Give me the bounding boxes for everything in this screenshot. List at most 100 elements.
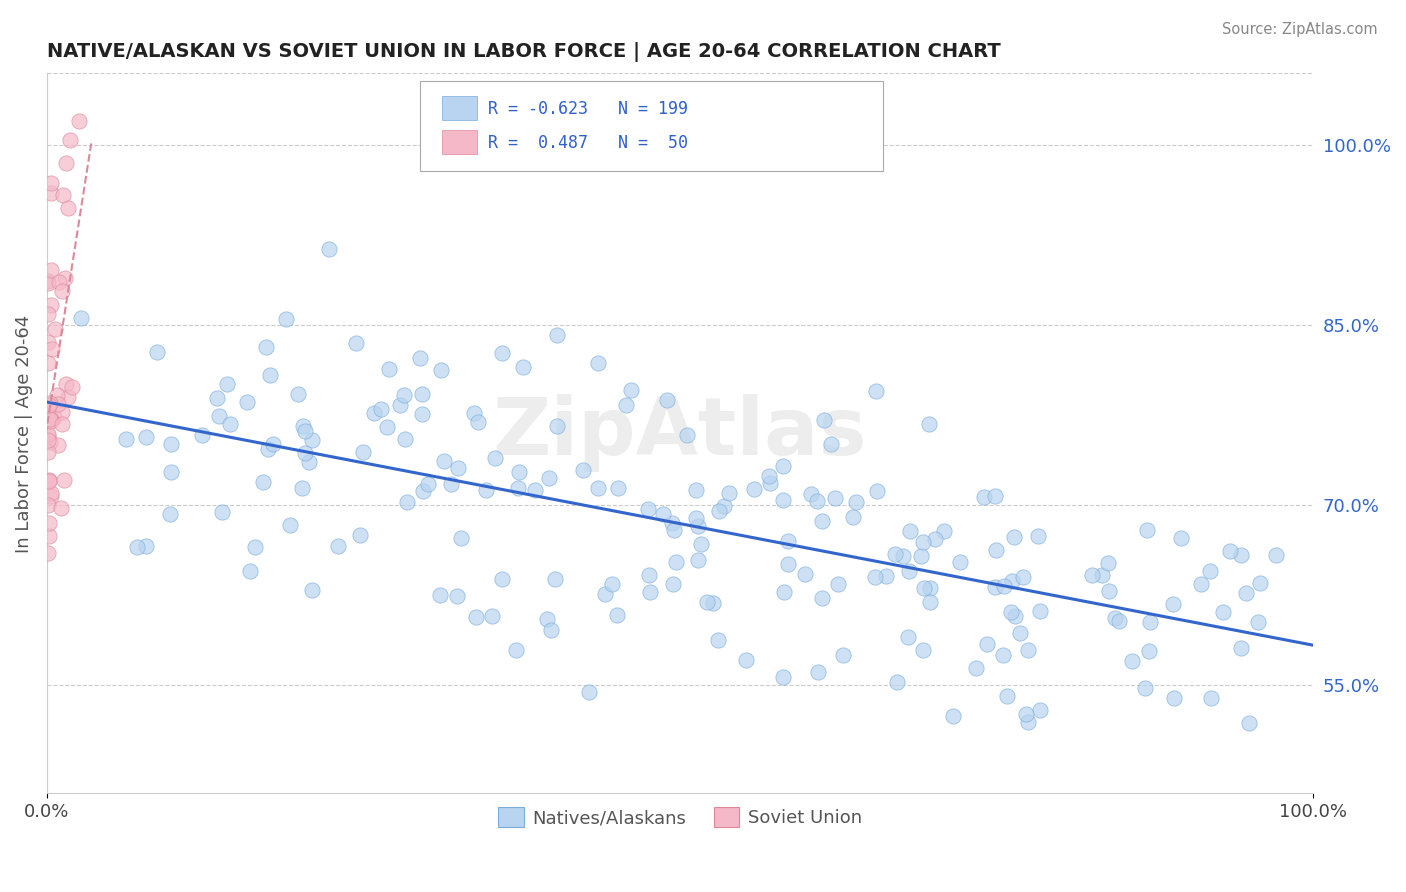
Point [688, 519, 710, 533]
Point [652, 507, 675, 521]
Point [262, 437, 284, 451]
Point [508, 465, 530, 479]
Point [1028, 604, 1050, 618]
Point [924, 532, 946, 546]
Point [484, 451, 506, 466]
Point [911, 535, 934, 549]
Point [1000, 574, 1022, 589]
Point [389, 398, 412, 412]
Point [1163, 597, 1185, 611]
Point [39, 186, 62, 200]
Point [39, 263, 62, 277]
Point [38, 398, 60, 412]
Point [813, 413, 835, 427]
Point [291, 419, 314, 434]
Point [685, 483, 707, 497]
Point [450, 531, 472, 545]
Point [806, 494, 828, 508]
Point [446, 589, 468, 603]
Point [918, 417, 941, 432]
Point [301, 582, 323, 597]
Point [37, 276, 59, 290]
Point [1249, 575, 1271, 590]
Point [278, 518, 301, 533]
Point [37, 335, 59, 350]
Point [38, 404, 60, 418]
Point [638, 585, 661, 599]
Point [1028, 703, 1050, 717]
Point [37, 427, 59, 442]
Point [1121, 655, 1143, 669]
Point [910, 549, 932, 563]
Point [884, 547, 907, 561]
Point [394, 433, 416, 447]
Point [215, 376, 238, 391]
Point [1265, 548, 1288, 562]
Point [37, 445, 59, 459]
Point [60, 380, 83, 394]
Point [776, 533, 799, 548]
Point [41, 342, 63, 356]
Point [37, 546, 59, 560]
Point [259, 368, 281, 383]
Point [1135, 681, 1157, 695]
Point [505, 643, 527, 657]
Point [37, 307, 59, 321]
Point [832, 648, 855, 662]
Point [1098, 583, 1121, 598]
Point [378, 362, 401, 376]
Point [807, 665, 830, 680]
Point [52, 188, 75, 202]
Point [984, 543, 1007, 558]
Point [606, 608, 628, 623]
Point [70, 311, 93, 326]
Point [1002, 530, 1025, 544]
Point [411, 387, 433, 401]
Point [734, 653, 756, 667]
Point [717, 486, 740, 500]
Point [984, 580, 1007, 594]
Point [546, 419, 568, 434]
Point [205, 391, 228, 405]
Point [67, 114, 90, 128]
Point [409, 351, 432, 365]
Point [291, 482, 314, 496]
Point [827, 577, 849, 591]
Point [491, 346, 513, 360]
Point [965, 661, 987, 675]
Point [875, 568, 897, 582]
Point [758, 469, 780, 483]
Point [294, 424, 316, 438]
Point [1017, 643, 1039, 657]
Point [676, 428, 699, 442]
Point [655, 393, 678, 408]
FancyBboxPatch shape [420, 80, 883, 170]
Point [375, 419, 398, 434]
Point [1247, 615, 1270, 630]
Point [245, 540, 267, 554]
Point [586, 481, 609, 495]
Point [429, 589, 451, 603]
Point [1000, 605, 1022, 619]
Point [776, 557, 799, 571]
Point [53, 271, 76, 285]
Point [1004, 609, 1026, 624]
Point [686, 553, 709, 567]
Point [1017, 715, 1039, 730]
Point [696, 595, 718, 609]
Point [39, 434, 62, 449]
Point [845, 494, 868, 508]
Point [491, 572, 513, 586]
Point [523, 483, 546, 497]
Point [544, 572, 567, 586]
Point [39, 176, 62, 190]
Point [984, 489, 1007, 503]
Point [1163, 691, 1185, 706]
Point [37, 274, 59, 288]
Point [536, 612, 558, 626]
Point [211, 505, 233, 519]
Text: R =  0.487   N =  50: R = 0.487 N = 50 [488, 134, 688, 152]
Point [1081, 567, 1104, 582]
Point [572, 463, 595, 477]
Point [772, 459, 794, 474]
